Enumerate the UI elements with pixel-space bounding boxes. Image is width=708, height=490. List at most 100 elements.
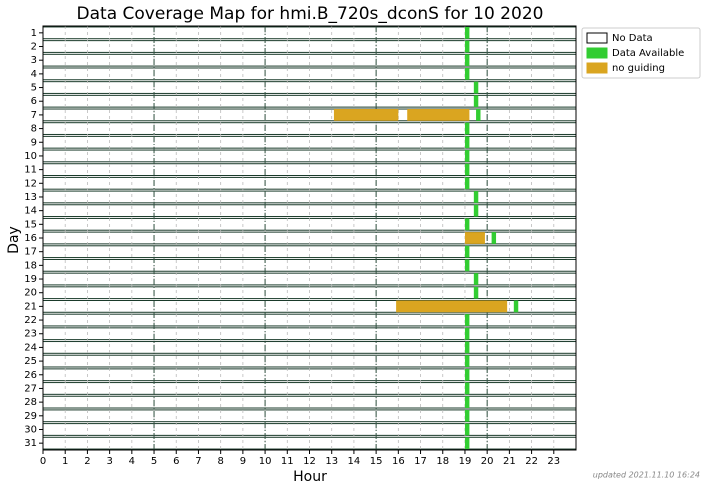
interval-bar: [407, 109, 470, 121]
y-tick-label: 28: [24, 397, 37, 408]
legend-label: No Data: [612, 33, 653, 44]
y-tick-label: 29: [24, 411, 37, 422]
y-tick-label: 9: [31, 137, 37, 148]
y-tick-label: 23: [24, 329, 37, 340]
x-tick-label: 13: [325, 456, 338, 467]
interval-bar: [464, 245, 470, 258]
x-tick-label: 7: [195, 456, 201, 467]
interval-bar: [464, 26, 470, 39]
interval-bar: [473, 273, 479, 285]
y-tick-label: 2: [31, 42, 37, 53]
x-tick-label: 21: [503, 456, 516, 467]
interval-bar: [464, 382, 470, 395]
y-tick-label: 12: [24, 178, 37, 189]
interval-bar: [464, 150, 470, 162]
interval-bar: [473, 204, 479, 217]
interval-bar: [464, 259, 470, 272]
x-tick-label: 2: [84, 456, 90, 467]
x-tick-label: 22: [525, 456, 538, 467]
plot-frame: [42, 25, 577, 451]
x-tick-label: 16: [392, 456, 405, 467]
y-tick-label: 14: [24, 206, 37, 217]
interval-bar: [464, 54, 470, 67]
y-tick-label: 11: [24, 165, 37, 176]
x-tick-label: 5: [151, 456, 157, 467]
y-tick-label: 21: [24, 301, 37, 312]
y-axis-label: Day: [6, 226, 22, 254]
interval-bar: [464, 368, 470, 381]
y-tick-label: 18: [24, 260, 37, 271]
y-tick-label: 6: [31, 96, 37, 107]
interval-bar: [464, 423, 470, 436]
y-tick-label: 22: [24, 315, 37, 326]
x-tick-label: 18: [436, 456, 449, 467]
interval-bar: [473, 95, 479, 108]
y-tick-label: 13: [24, 192, 37, 203]
x-tick-label: 4: [129, 456, 135, 467]
y-tick-label: 16: [24, 233, 37, 244]
interval-bar: [464, 355, 470, 367]
y-tick-label: 10: [24, 151, 37, 162]
interval-bar: [464, 122, 470, 135]
y-tick-label: 25: [24, 356, 37, 367]
legend-swatch: [586, 32, 608, 44]
interval-bar: [464, 136, 470, 149]
interval-bar: [473, 81, 479, 94]
interval-bar: [464, 163, 470, 176]
y-tick-label: 30: [24, 424, 37, 435]
interval-bar: [464, 67, 470, 80]
x-tick-label: 12: [303, 456, 316, 467]
y-tick-label: 19: [24, 274, 37, 285]
interval-bar: [333, 109, 399, 121]
interval-bar: [396, 300, 508, 313]
y-tick-label: 4: [31, 69, 37, 80]
y-tick-label: 8: [31, 124, 37, 135]
interval-bar: [464, 341, 470, 354]
legend-box: [581, 27, 701, 79]
interval-bar: [464, 409, 470, 422]
x-tick-label: 17: [414, 456, 427, 467]
interval-bar: [476, 109, 481, 121]
y-tick-label: 7: [31, 110, 37, 121]
x-tick-label: 11: [281, 456, 294, 467]
interval-bar: [464, 327, 470, 340]
interval-bar: [473, 191, 479, 203]
legend-label: no guiding: [612, 63, 665, 74]
y-tick-label: 15: [24, 219, 37, 230]
interval-bar: [491, 232, 497, 244]
y-tick-label: 5: [31, 83, 37, 94]
interval-bar: [464, 177, 470, 190]
y-tick-label: 1: [31, 28, 37, 39]
interval-bar: [464, 437, 470, 450]
legend-swatch: [586, 62, 608, 74]
interval-bar: [464, 232, 485, 244]
interval-bar: [473, 286, 479, 299]
x-tick-label: 20: [481, 456, 494, 467]
legend-swatch: [586, 47, 608, 59]
x-axis-label: Hour: [293, 469, 327, 485]
x-tick-label: 8: [217, 456, 223, 467]
interval-bar: [464, 314, 470, 326]
x-tick-label: 0: [40, 456, 46, 467]
x-tick-label: 6: [173, 456, 179, 467]
y-tick-label: 27: [24, 383, 37, 394]
x-tick-label: 23: [547, 456, 560, 467]
interval-bar: [464, 396, 470, 409]
interval-bar: [464, 40, 470, 53]
x-tick-label: 9: [240, 456, 246, 467]
x-tick-label: 15: [370, 456, 383, 467]
y-tick-label: 26: [24, 370, 37, 381]
legend-label: Data Available: [612, 48, 684, 59]
y-tick-label: 17: [24, 247, 37, 258]
x-tick-label: 19: [459, 456, 472, 467]
x-tick-label: 3: [106, 456, 112, 467]
x-tick-label: 14: [348, 456, 361, 467]
footer: updated 2021.11.10 16:24: [593, 471, 700, 480]
y-tick-label: 3: [31, 55, 37, 66]
interval-bar: [464, 218, 470, 231]
y-tick-label: 24: [24, 342, 37, 353]
interval-bar: [513, 300, 519, 313]
x-tick-label: 1: [62, 456, 68, 467]
y-tick-label: 31: [24, 438, 37, 449]
